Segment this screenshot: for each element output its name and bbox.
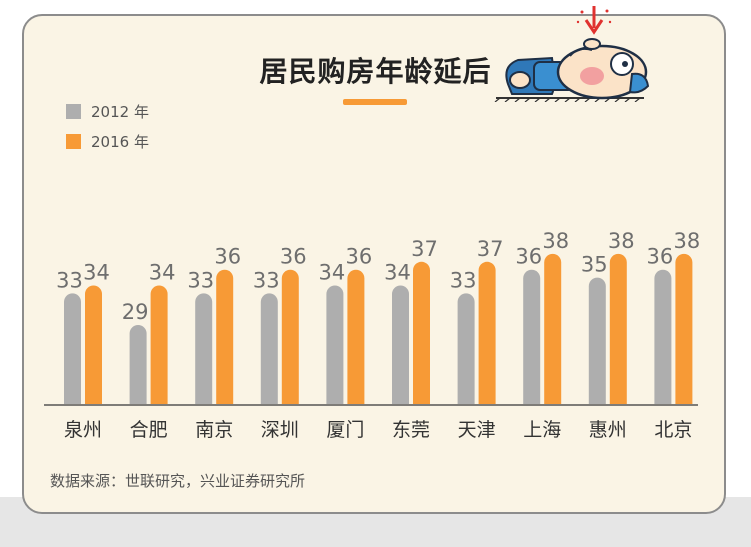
x-tick-label: 南京	[195, 419, 233, 441]
data-label-2016-10: 38	[674, 229, 701, 253]
legend-label-2012: 2012 年	[91, 102, 149, 121]
bar-2016-1	[85, 285, 102, 404]
x-tick-label: 泉州	[64, 419, 102, 441]
bar-2016-5	[347, 269, 365, 404]
data-label-2012-6: 34	[384, 261, 411, 285]
x-tick-label: 东莞	[392, 419, 430, 441]
bar-2012-9	[588, 277, 606, 404]
chart-title: 居民购房年龄延后	[259, 55, 492, 88]
ground-hatch	[494, 97, 644, 102]
sleeper-head	[556, 38, 650, 100]
legend-label-2016: 2016 年	[91, 132, 149, 151]
legend-swatch-2016	[66, 133, 81, 149]
bar-2016-9	[609, 253, 627, 404]
bar-2016-10	[675, 253, 693, 404]
bar-2012-8	[523, 269, 541, 404]
x-tick-label: 上海	[523, 419, 561, 441]
sleeping-person-illustration	[494, 6, 650, 102]
data-label-2012-2: 29	[122, 300, 149, 324]
bar-2012-5	[326, 285, 344, 404]
legend-item-2016: 2016 年	[66, 128, 149, 154]
legend: 2012 年 2016 年	[66, 98, 149, 158]
bar-2016-7	[478, 261, 496, 404]
bar-2016-3	[216, 269, 234, 404]
alarm-arrow-icon	[576, 6, 612, 35]
data-label-2012-10: 36	[647, 245, 674, 269]
data-label-2012-4: 33	[253, 268, 280, 292]
bar-2016-6	[413, 261, 430, 404]
legend-item-2012: 2012 年	[66, 98, 149, 124]
data-label-2016-9: 38	[608, 229, 635, 253]
data-label-2016-2: 34	[149, 261, 176, 285]
data-label-2012-8: 36	[515, 245, 542, 269]
x-tick-label: 北京	[654, 419, 692, 441]
data-label-2016-8: 38	[542, 229, 569, 253]
bar-2012-3	[195, 293, 213, 404]
data-label-2016-4: 36	[280, 245, 307, 269]
bar-2012-10	[654, 269, 672, 404]
bar-2012-1	[64, 293, 81, 404]
data-label-2016-6: 37	[411, 237, 438, 261]
bar-2016-8	[544, 253, 562, 404]
data-label-2012-7: 33	[450, 268, 477, 292]
data-label-2016-3: 36	[214, 245, 241, 269]
data-label-2016-1: 34	[83, 261, 110, 285]
data-label-2012-5: 34	[319, 261, 346, 285]
bar-2012-4	[260, 293, 278, 404]
source-note: 数据来源：世联研究，兴业证券研究所	[50, 472, 306, 490]
data-label-2012-1: 33	[56, 268, 83, 292]
bar-2012-7	[457, 293, 475, 404]
title-underline	[343, 99, 407, 105]
data-label-2016-7: 37	[477, 237, 504, 261]
x-tick-label: 厦门	[326, 419, 364, 441]
legend-swatch-2012	[66, 103, 81, 119]
data-label-2012-3: 33	[187, 268, 214, 292]
bar-2016-2	[150, 285, 168, 404]
data-label-2016-5: 36	[346, 245, 373, 269]
bar-2012-2	[129, 325, 147, 404]
x-tick-label: 天津	[458, 419, 496, 441]
x-tick-label: 深圳	[261, 419, 299, 441]
bar-2012-6	[392, 285, 409, 404]
x-tick-label: 惠州	[589, 419, 627, 441]
bar-2016-4	[281, 269, 299, 404]
data-label-2012-9: 35	[581, 253, 608, 277]
x-tick-label: 合肥	[130, 419, 168, 441]
